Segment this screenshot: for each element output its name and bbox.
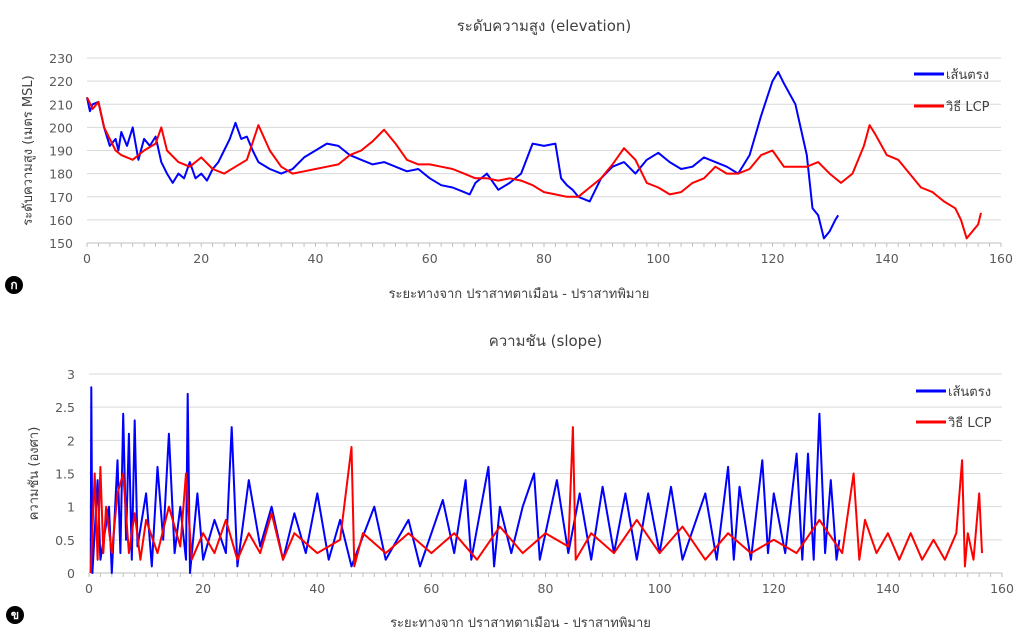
panel-badge-label: ก: [10, 278, 17, 292]
y-tick-label: 2.5: [55, 400, 75, 415]
chart-title: ความชัน (slope): [489, 332, 603, 350]
panel-badge: [6, 606, 24, 624]
series-line-lcp: [89, 426, 983, 574]
x-tick-label: 20: [193, 251, 209, 266]
legend-label: วิธี LCP: [945, 99, 989, 115]
x-tick-label: 100: [646, 251, 670, 266]
x-tick-label: 0: [85, 581, 93, 596]
y-tick-label: 2: [67, 433, 75, 448]
x-axis-title: ระยะทางจาก ปราสาทตาเมือน - ปราสาทพิมาย: [390, 615, 651, 631]
y-tick-label: 150: [49, 236, 73, 251]
series-line-straight: [86, 70, 840, 240]
y-tick-label: 0.5: [55, 533, 75, 548]
panel-badge: [5, 276, 23, 294]
x-tick-label: 120: [762, 581, 786, 596]
x-tick-label: 120: [761, 251, 785, 266]
y-tick-label: 170: [49, 190, 73, 205]
x-tick-label: 60: [422, 251, 438, 266]
y-tick-label: 200: [49, 120, 73, 135]
panel-badge-label: ข: [11, 608, 19, 622]
y-tick-label: 3: [67, 367, 75, 382]
y-tick-label: 220: [49, 74, 73, 89]
x-tick-label: 160: [989, 251, 1013, 266]
x-tick-label: 60: [423, 581, 439, 596]
x-tick-label: 80: [538, 581, 554, 596]
x-tick-label: 0: [83, 251, 91, 266]
series-line-lcp: [86, 96, 982, 240]
y-axis-title: ความชัน (องศา): [27, 427, 42, 521]
x-axis-title: ระยะทางจาก ปราสาทตาเมือน - ปราสาทพิมาย: [389, 286, 650, 302]
y-axis-title: ระดับความสูง (เมตร MSL): [21, 75, 36, 225]
y-tick-label: 190: [49, 144, 73, 159]
legend-label: วิธี LCP: [947, 415, 991, 431]
x-tick-label: 140: [876, 581, 900, 596]
x-tick-label: 140: [875, 251, 899, 266]
y-tick-label: 1: [67, 500, 75, 515]
x-tick-label: 20: [195, 581, 211, 596]
chart-panel-1: ระดับความสูง (elevation) 150 160 170 180 190 2…: [5, 17, 1013, 302]
x-tick-label: 80: [536, 251, 552, 266]
y-tick-label: 0: [67, 566, 75, 581]
x-tick-label: 160: [990, 581, 1014, 596]
chart-panel-2: ความชัน (slope) 0 0.5 1 1.5 2 2.5 3 0 20 40 60 80 100…: [6, 332, 1014, 631]
legend-label: เส้นตรง: [948, 385, 991, 400]
y-tick-label: 160: [49, 213, 73, 228]
x-tick-label: 100: [648, 581, 672, 596]
series-line-straight: [89, 386, 841, 574]
y-tick-label: 180: [49, 167, 73, 182]
legend-label: เส้นตรง: [946, 68, 989, 83]
x-tick-label: 40: [309, 581, 325, 596]
chart-title: ระดับความสูง (elevation): [457, 17, 632, 35]
x-tick-label: 40: [308, 251, 324, 266]
y-tick-label: 1.5: [55, 467, 75, 482]
y-tick-label: 210: [49, 97, 73, 112]
y-tick-label: 230: [49, 51, 73, 66]
